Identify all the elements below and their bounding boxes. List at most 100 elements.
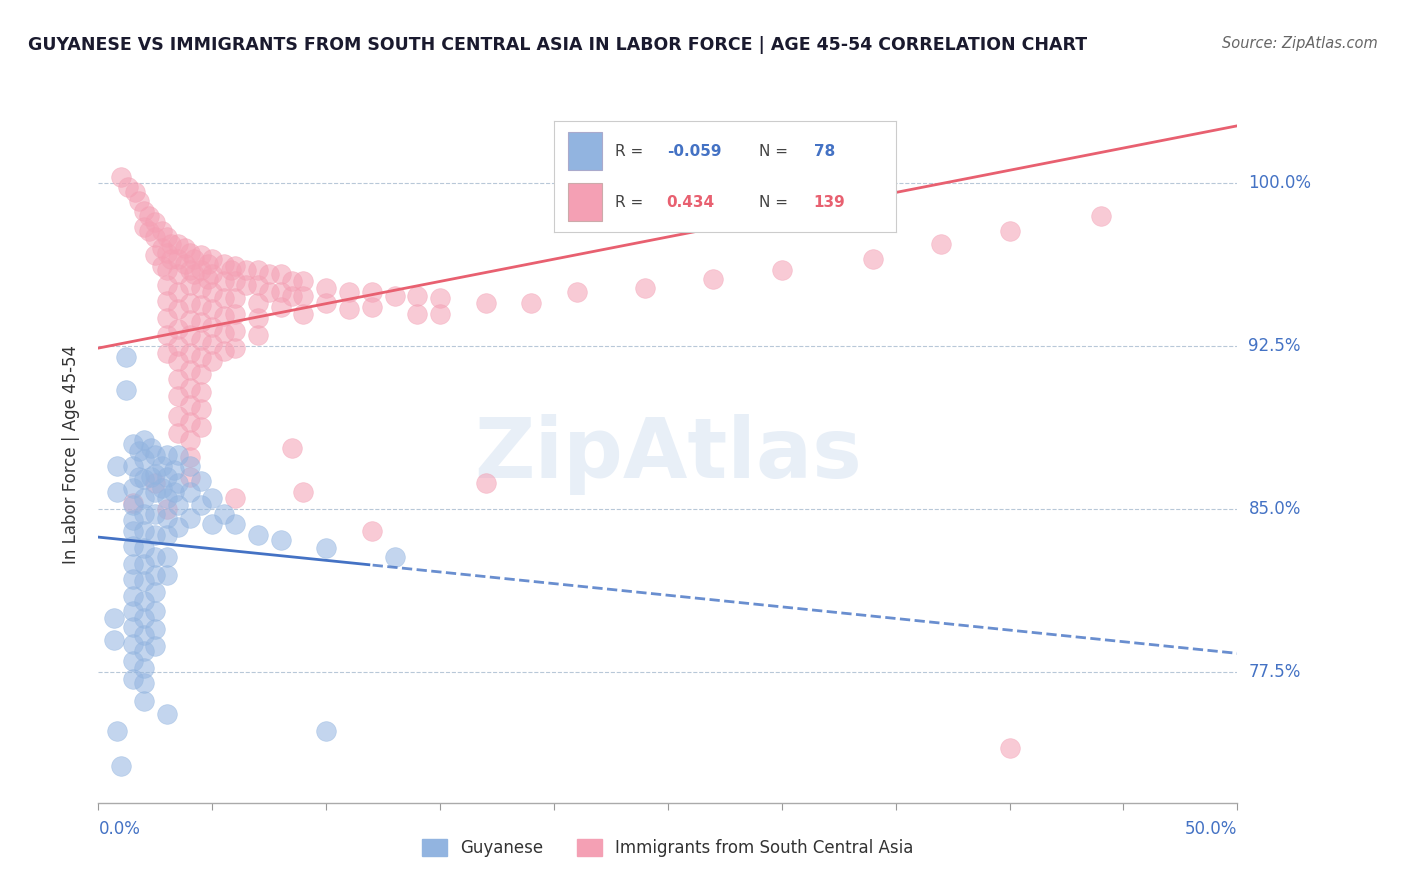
Point (156, 345, 179, 359)
Point (145, 248, 167, 262)
Y-axis label: In Labor Force | Age 45-54: In Labor Force | Age 45-54 (62, 345, 80, 565)
Point (114, 350, 136, 364)
Point (167, 426, 190, 441)
Point (179, 263, 201, 277)
Point (156, 469, 179, 483)
Point (167, 268, 190, 282)
Point (110, 759, 132, 773)
Legend: Guyanese, Immigrants from South Central Asia: Guyanese, Immigrants from South Central … (415, 832, 921, 864)
Point (121, 539, 143, 553)
Point (315, 724, 337, 739)
Point (474, 295, 496, 310)
Point (270, 300, 292, 314)
Point (167, 498, 190, 512)
Point (174, 257, 197, 271)
Point (121, 604, 143, 618)
Point (246, 328, 269, 343)
Point (156, 310, 179, 325)
Point (132, 452, 155, 467)
Text: 0.0%: 0.0% (98, 821, 141, 838)
Point (160, 237, 183, 252)
Point (132, 557, 155, 571)
Point (167, 354, 190, 368)
Point (156, 528, 179, 542)
Point (145, 604, 167, 618)
Point (179, 245, 201, 260)
Point (201, 268, 224, 282)
Point (121, 437, 143, 451)
Text: 92.5%: 92.5% (1249, 337, 1301, 355)
Point (360, 524, 382, 538)
Point (179, 433, 201, 447)
Point (212, 326, 235, 340)
Point (246, 528, 269, 542)
Point (132, 643, 155, 657)
Point (145, 476, 167, 491)
Point (145, 622, 167, 636)
Point (139, 469, 162, 483)
Point (212, 274, 235, 288)
Point (190, 315, 212, 329)
Point (224, 259, 246, 273)
Point (190, 280, 212, 294)
Point (190, 333, 212, 347)
Point (179, 469, 201, 483)
Point (270, 533, 292, 547)
Point (634, 280, 657, 294)
Point (167, 285, 190, 299)
Point (201, 319, 224, 334)
Point (150, 481, 173, 495)
Point (167, 302, 190, 317)
Point (121, 572, 143, 586)
Point (246, 310, 269, 325)
Point (197, 257, 219, 271)
Point (132, 693, 155, 707)
Point (235, 263, 257, 277)
Point (145, 528, 167, 542)
Point (998, 224, 1021, 238)
Point (132, 676, 155, 690)
Point (167, 252, 190, 267)
Point (224, 307, 246, 321)
Point (702, 272, 724, 286)
Point (406, 289, 429, 303)
Point (145, 507, 167, 521)
Point (103, 611, 125, 625)
Point (212, 309, 235, 323)
Point (179, 345, 201, 359)
Point (132, 507, 155, 521)
Point (219, 263, 242, 277)
Point (315, 295, 337, 310)
Text: 50.0%: 50.0% (1185, 821, 1237, 838)
Point (132, 661, 155, 675)
Text: ZipAtlas: ZipAtlas (474, 415, 862, 495)
Point (201, 517, 224, 532)
Point (138, 209, 160, 223)
Point (121, 513, 143, 527)
Point (132, 541, 155, 556)
Point (156, 491, 179, 506)
Point (270, 268, 292, 282)
Point (201, 285, 224, 299)
Point (281, 274, 304, 288)
Point (315, 280, 337, 294)
Point (145, 567, 167, 582)
Point (429, 307, 451, 321)
Point (121, 496, 143, 510)
Point (292, 274, 315, 288)
Point (160, 252, 183, 267)
Point (132, 593, 155, 607)
Point (145, 448, 167, 462)
Point (150, 259, 173, 273)
Point (190, 419, 212, 434)
Point (121, 498, 143, 512)
Point (156, 706, 179, 721)
Point (121, 524, 143, 538)
Point (156, 278, 179, 293)
Point (132, 611, 155, 625)
Point (190, 402, 212, 417)
Point (212, 507, 235, 521)
Point (406, 307, 429, 321)
Point (121, 637, 143, 651)
Point (259, 268, 281, 282)
